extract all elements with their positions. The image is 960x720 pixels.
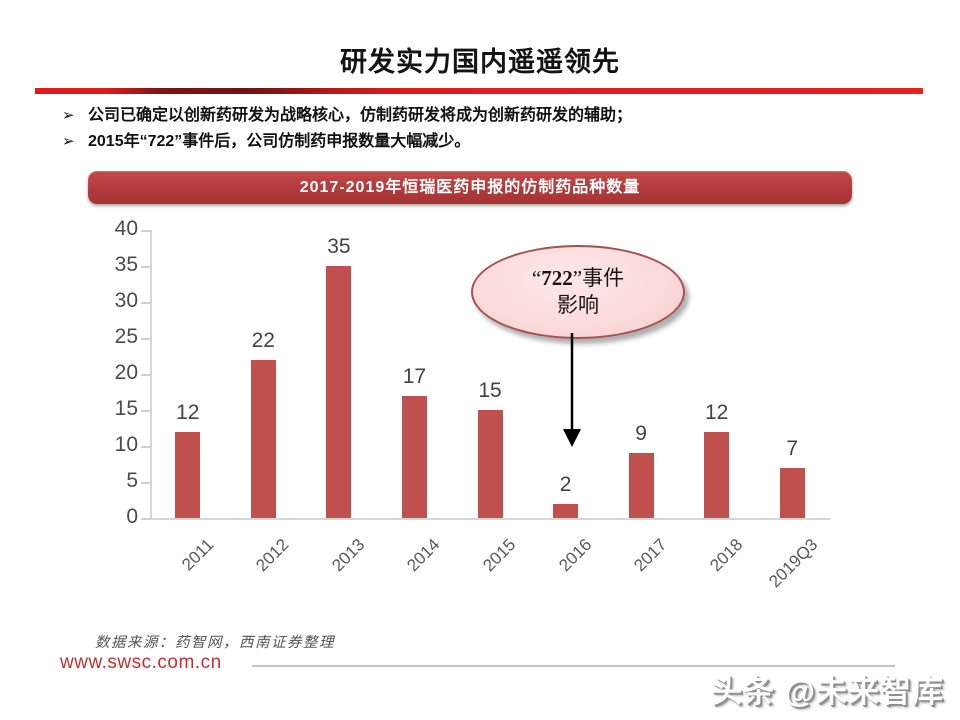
x-axis-label: 2015 — [479, 535, 520, 576]
source-note: 数据来源：药智网，西南证券整理 — [95, 635, 335, 651]
x-axis-label: 2011 — [177, 535, 218, 575]
x-axis-label: 2013 — [328, 535, 369, 576]
bar-value-label: 7 — [786, 436, 799, 460]
callout-number: 722 — [541, 265, 573, 290]
bar — [401, 395, 427, 518]
bar — [628, 453, 654, 518]
y-axis-label: 15 — [114, 397, 138, 420]
arrow-bullet-icon: ➢ — [62, 133, 75, 150]
bar — [250, 359, 276, 518]
bar-value-label: 15 — [478, 379, 502, 402]
x-axis-label: 2016 — [554, 535, 596, 576]
callout-text-line2: 影响 — [557, 293, 599, 317]
bullet-text: 公司已确定以创新药研发为战略核心，仿制药研发将成为创新药研发的辅助； — [88, 107, 633, 124]
y-axis-label: 25 — [114, 325, 138, 348]
footer-divider — [252, 665, 895, 667]
x-axis-label: 2012 — [252, 535, 293, 576]
y-axis-tick — [141, 518, 150, 520]
x-axis-label: 2017 — [630, 535, 671, 576]
bar — [704, 431, 730, 518]
y-axis-tick — [141, 482, 150, 484]
watermark: 头条 @未来智库 — [711, 674, 944, 709]
bar — [553, 503, 579, 518]
bar-value-label: 22 — [251, 328, 275, 352]
bar-value-label: 2 — [559, 472, 572, 496]
y-axis-tick — [141, 374, 150, 376]
footer-website: www.swsc.com.cn — [60, 652, 222, 673]
title-divider — [35, 88, 923, 94]
callout-bubble: “722”事件 影响 — [471, 245, 685, 339]
bar-value-label: 17 — [402, 364, 427, 388]
y-axis-label: 40 — [114, 217, 138, 240]
bullet-text: 2015年“722”事件后，公司仿制药申报数量大幅减少。 — [88, 133, 471, 150]
page-title: 研发实力国内遥遥领先 — [340, 47, 620, 77]
x-axis-label: 2014 — [403, 535, 444, 576]
bullet-item: ➢ 公司已确定以创新药研发为战略核心，仿制药研发将成为创新药研发的辅助； — [62, 103, 924, 128]
bar-value-label: 9 — [635, 422, 647, 446]
bullet-item: ➢ 2015年“722”事件后，公司仿制药申报数量大幅减少。 — [62, 129, 924, 154]
bar — [326, 266, 352, 518]
y-axis-label: 0 — [126, 505, 138, 528]
x-axis-line — [150, 518, 830, 520]
y-axis-label: 5 — [126, 469, 138, 492]
y-axis-tick — [141, 230, 150, 232]
bar-value-label: 12 — [705, 400, 729, 424]
y-axis-label: 10 — [114, 433, 138, 456]
bar-value-label: 12 — [176, 400, 200, 424]
bar — [175, 431, 201, 518]
y-axis-tick — [141, 446, 150, 448]
bullet-list: ➢ 公司已确定以创新药研发为战略核心，仿制药研发将成为创新药研发的辅助； ➢ 2… — [62, 103, 924, 155]
y-axis-tick — [141, 266, 150, 268]
callout-text-line1: “722”事件 — [531, 265, 625, 290]
y-axis-label: 30 — [114, 289, 138, 312]
y-axis-label: 20 — [114, 361, 138, 384]
y-axis-tick — [141, 410, 150, 412]
x-axis-label: 2019Q3 — [765, 535, 822, 592]
y-axis-label: 35 — [114, 253, 138, 276]
bar — [779, 467, 805, 518]
y-axis-tick — [141, 302, 150, 304]
bar-value-label: 35 — [327, 235, 351, 258]
y-axis-tick — [141, 338, 150, 340]
x-axis-label: 2018 — [705, 535, 747, 576]
y-axis-line — [150, 230, 152, 520]
arrow-down-icon — [563, 333, 581, 447]
bar — [477, 410, 503, 518]
chart-title-banner: 2017-2019年恒瑞医药申报的仿制药品种数量 — [88, 171, 852, 204]
arrow-bullet-icon: ➢ — [62, 107, 75, 124]
